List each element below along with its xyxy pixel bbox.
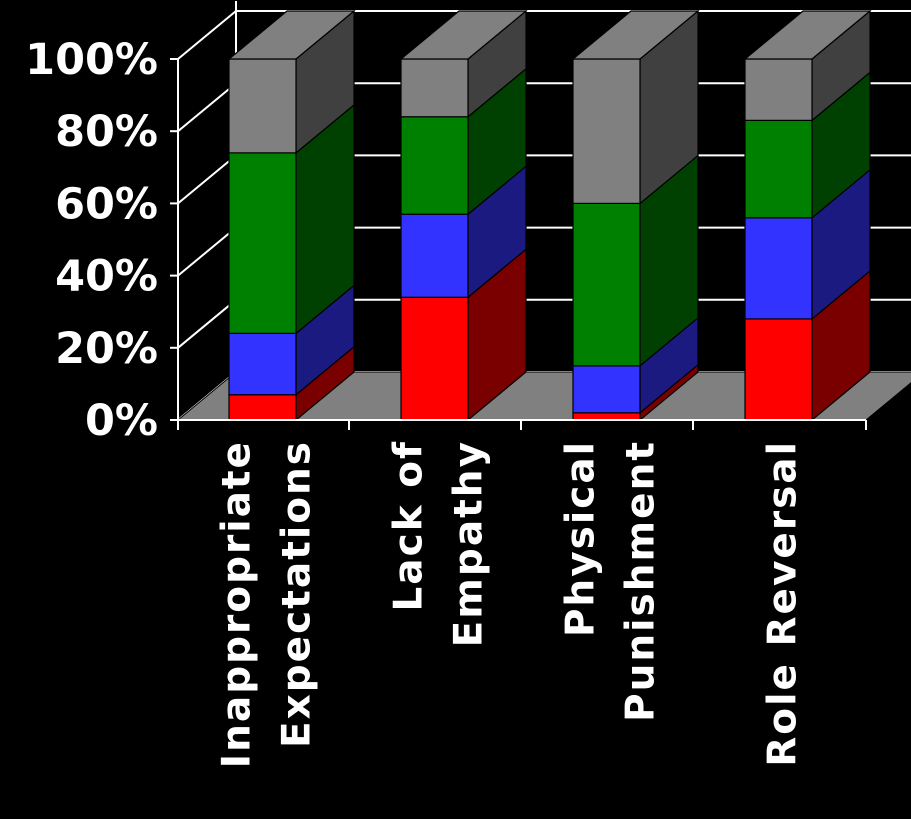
y-tick-label: 40% xyxy=(55,252,158,302)
bar-stack xyxy=(571,9,700,422)
bar-stack xyxy=(227,9,356,422)
bar-top-face xyxy=(743,10,872,60)
bar-segment xyxy=(744,217,813,320)
y-tick-label: 80% xyxy=(55,107,158,157)
y-tick-label: 60% xyxy=(55,179,158,229)
bar-stack xyxy=(743,9,872,422)
y-tick-label: 100% xyxy=(25,35,158,85)
x-axis-category-labels: Inappropriate Expectations Lack of Empathy P… xyxy=(215,440,806,768)
category-label: Lack of xyxy=(387,440,432,612)
bar-top-face xyxy=(227,10,356,60)
bar-segment xyxy=(228,332,297,396)
bar-segment xyxy=(400,58,469,118)
bar-segment xyxy=(572,365,641,414)
y-axis-tick-labels: 0% 20% 40% 60% 80% 100% xyxy=(25,35,158,446)
y-tick-label: 20% xyxy=(55,324,158,374)
bar-top-face xyxy=(399,10,528,60)
category-label: Inappropriate xyxy=(215,440,260,768)
bar-segment xyxy=(572,412,641,421)
bar-segment xyxy=(400,213,469,298)
bar-segment xyxy=(400,296,469,421)
bars xyxy=(227,9,872,422)
bar-segment xyxy=(228,152,297,334)
bar-stack xyxy=(399,9,528,422)
category-label: Empathy xyxy=(447,440,492,647)
bar-top-face xyxy=(571,10,700,60)
bar-segment xyxy=(400,116,469,215)
bar-segment xyxy=(744,119,813,219)
category-label: Expectations xyxy=(275,440,320,748)
bar-segment xyxy=(744,58,813,121)
bar-segment xyxy=(228,58,297,154)
category-label: Physical xyxy=(559,440,604,637)
category-label: Punishment xyxy=(619,440,664,722)
bar-segment xyxy=(228,394,297,421)
axes xyxy=(170,58,867,430)
y-tick-label: 0% xyxy=(85,396,158,446)
bar-segment xyxy=(744,318,813,421)
bar-segment xyxy=(572,202,641,367)
bar-segment xyxy=(572,58,641,204)
category-label: Role Reversal xyxy=(761,440,806,767)
